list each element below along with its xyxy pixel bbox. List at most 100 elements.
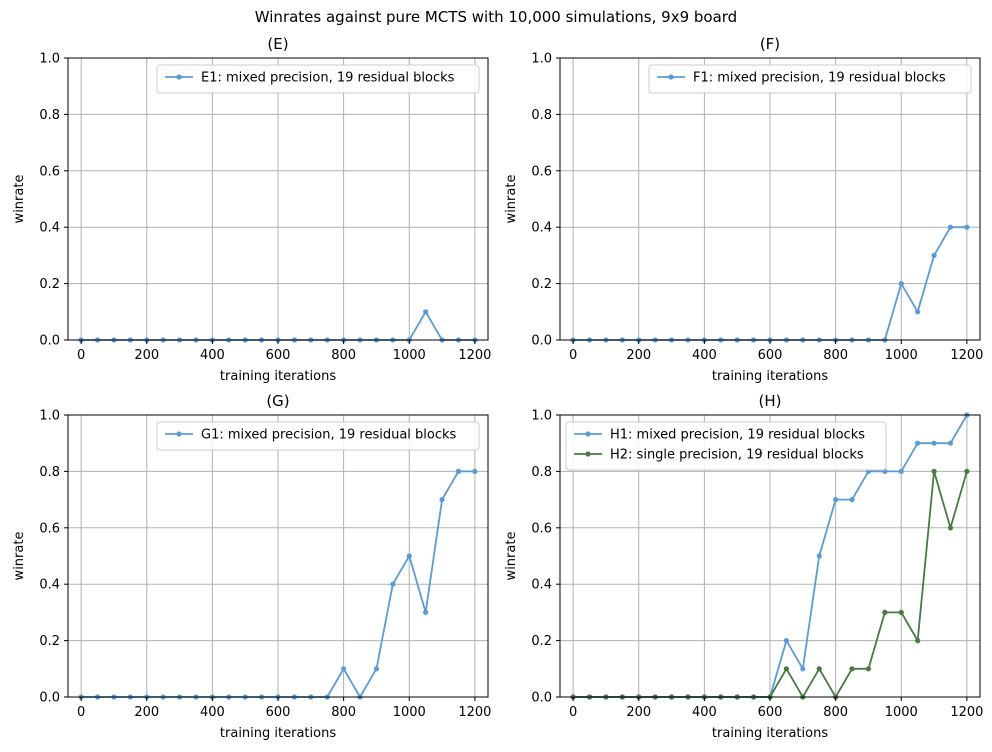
x-tick-label: 800 <box>823 348 848 363</box>
data-point <box>964 468 970 474</box>
data-point <box>423 609 429 616</box>
legend: E1: mixed precision, 19 residual blocks <box>156 64 480 94</box>
y-tick-label: 0.6 <box>39 164 60 179</box>
y-tick-label: 0.4 <box>39 578 60 593</box>
y-tick-label: 0.0 <box>531 334 552 349</box>
y-tick-label: 0.4 <box>39 221 60 236</box>
x-tick-label: 0 <box>77 705 85 720</box>
legend: H1: mixed precision, 19 residual blocks H… <box>565 421 887 471</box>
data-point <box>947 525 954 531</box>
y-tick-label: 0.2 <box>531 634 552 649</box>
y-tick-label: 0.4 <box>531 578 552 593</box>
data-point <box>406 553 412 559</box>
data-point <box>898 609 904 616</box>
y-tick-label: 1.0 <box>39 52 60 67</box>
y-tick-label: 0.8 <box>39 108 60 123</box>
data-point <box>964 224 970 230</box>
data-point <box>915 440 921 446</box>
data-point <box>833 497 839 503</box>
chart-panel-h: (H) 0 200 400 600 800 1000 1200 0.0 0.2 0.4 0.6 0.8 1… <box>504 392 983 741</box>
legend-entry: G1: mixed precision, 19 residual blocks <box>201 428 457 443</box>
data-point <box>915 638 921 644</box>
legend: F1: mixed precision, 19 residual blocks <box>648 64 972 94</box>
x-tick-label: 1200 <box>950 705 983 720</box>
data-point <box>816 666 822 672</box>
x-tick-label: 400 <box>200 348 225 363</box>
data-point <box>947 224 954 230</box>
x-axis-label: training iterations <box>220 369 336 384</box>
x-tick-label: 0 <box>569 348 577 363</box>
legend-swatch-marker <box>585 451 591 457</box>
x-tick-label: 1200 <box>458 705 491 720</box>
x-tick-label: 800 <box>823 705 848 720</box>
y-tick-label: 0.8 <box>531 108 552 123</box>
legend-box <box>156 421 480 451</box>
x-tick-label: 800 <box>331 705 356 720</box>
data-point <box>915 309 921 315</box>
y-tick-label: 1.0 <box>531 409 552 424</box>
data-point <box>423 309 429 315</box>
legend-swatch-marker <box>585 431 591 437</box>
y-tick-label: 0.2 <box>39 277 60 292</box>
y-tick-label: 0.2 <box>531 277 552 292</box>
legend-entry: F1: mixed precision, 19 residual blocks <box>693 71 946 86</box>
y-tick-label: 0.0 <box>39 691 60 706</box>
data-point <box>849 497 855 503</box>
x-tick-label: 600 <box>266 348 291 363</box>
legend-entry: H2: single precision, 19 residual blocks <box>610 448 864 463</box>
y-tick-label: 0.4 <box>531 221 552 236</box>
data-point <box>783 638 790 644</box>
y-tick-label: 0.6 <box>531 521 552 536</box>
y-tick-label: 1.0 <box>39 409 60 424</box>
x-tick-label: 1200 <box>458 348 491 363</box>
data-point <box>800 666 806 672</box>
x-axis-label: training iterations <box>220 726 336 741</box>
panel-title: (H) <box>759 392 782 410</box>
data-point <box>390 581 396 587</box>
legend-swatch-marker <box>176 74 182 80</box>
x-tick-label: 200 <box>134 705 159 720</box>
x-axis-label: training iterations <box>712 369 828 384</box>
legend-swatch-marker <box>668 74 674 80</box>
data-point <box>931 440 937 446</box>
data-point <box>849 666 855 672</box>
x-tick-label: 0 <box>569 705 577 720</box>
legend-swatch-marker <box>176 431 182 437</box>
x-tick-label: 1000 <box>885 348 918 363</box>
legend: G1: mixed precision, 19 residual blocks <box>156 421 480 451</box>
x-tick-label: 1200 <box>950 348 983 363</box>
data-point <box>341 666 347 672</box>
legend-box <box>156 64 480 94</box>
x-tick-label: 400 <box>692 705 717 720</box>
data-point <box>931 252 937 258</box>
legend-entry: E1: mixed precision, 19 residual blocks <box>201 71 455 86</box>
x-tick-label: 400 <box>200 705 225 720</box>
data-point <box>898 281 904 287</box>
chart-panel-e: (E) 0 200 400 600 800 1000 1200 0.0 0.2 0.4 0.6 0.8 1… <box>12 35 491 384</box>
x-tick-label: 200 <box>134 348 159 363</box>
x-tick-label: 600 <box>758 705 783 720</box>
data-point <box>472 468 478 474</box>
y-axis-label: winrate <box>504 532 519 581</box>
y-tick-label: 0.0 <box>39 334 60 349</box>
y-axis-label: winrate <box>12 175 27 224</box>
x-tick-label: 0 <box>77 348 85 363</box>
y-axis-label: winrate <box>12 532 27 581</box>
data-point <box>865 666 872 672</box>
x-axis-label: training iterations <box>712 726 828 741</box>
panel-title: (E) <box>267 35 288 53</box>
x-tick-label: 1000 <box>393 705 426 720</box>
y-tick-label: 0.8 <box>531 465 552 480</box>
data-point <box>947 440 954 446</box>
x-tick-label: 600 <box>758 348 783 363</box>
x-tick-label: 1000 <box>393 348 426 363</box>
y-tick-label: 0.6 <box>39 521 60 536</box>
x-tick-label: 200 <box>626 348 651 363</box>
panel-title: (G) <box>266 392 289 410</box>
y-axis-label: winrate <box>504 175 519 224</box>
data-point <box>373 666 380 672</box>
x-tick-label: 1000 <box>885 705 918 720</box>
y-tick-label: 0.2 <box>39 634 60 649</box>
